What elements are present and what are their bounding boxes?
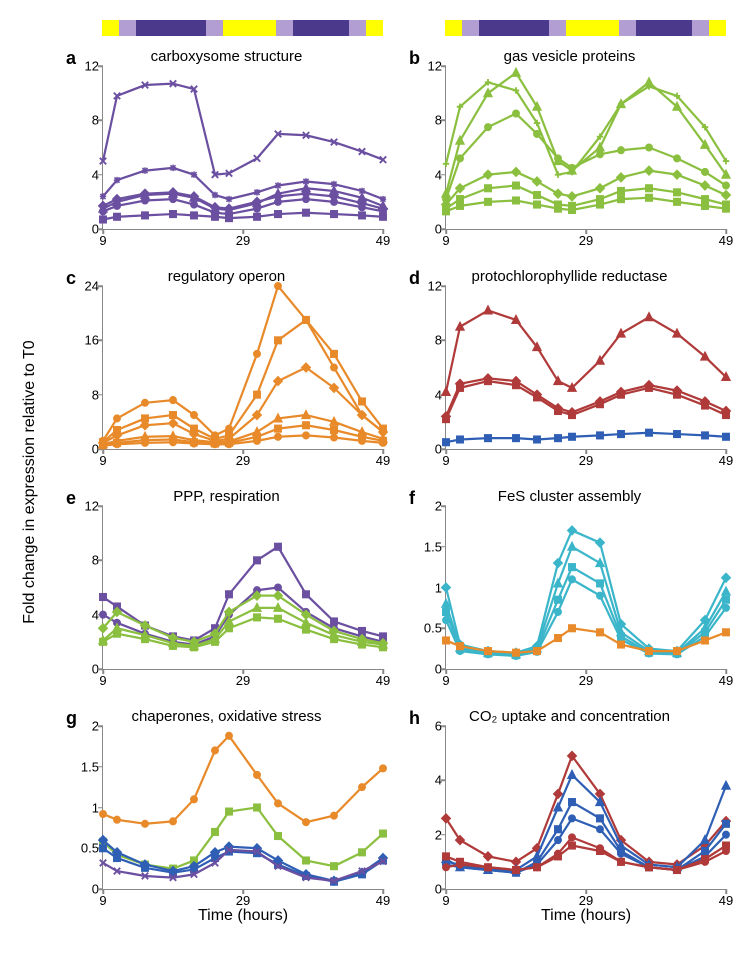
plot-area: 0481292949 <box>102 66 383 230</box>
series-line <box>446 802 726 873</box>
timebar-segment <box>276 20 293 36</box>
xtick-mark <box>585 229 587 234</box>
timebar-segment <box>709 20 726 36</box>
panel-title: chaperones, oxidative stress <box>60 708 393 725</box>
xtick-mark <box>585 889 587 894</box>
xtick-mark <box>382 889 384 894</box>
panel-title: CO₂ uptake and concentration <box>403 708 736 725</box>
chart-svg <box>446 286 726 449</box>
panel-letter: b <box>409 48 420 69</box>
plot-area: 00.511.5292949Time (hours) <box>102 726 383 890</box>
xtick-mark <box>242 229 244 234</box>
figure-grid: Fold change in expression relative to T0… <box>10 20 736 956</box>
panel-d: dprotochlorophyllide reductase0481292949 <box>403 266 736 478</box>
chart-svg <box>103 286 383 449</box>
timebar-segment <box>636 20 692 36</box>
chart-svg <box>103 506 383 669</box>
panel-b: bgas vesicle proteins0481292949 <box>403 46 736 258</box>
timebar-segment <box>619 20 636 36</box>
series-line <box>446 530 726 652</box>
timebar-segment <box>349 20 366 36</box>
xtick-mark <box>725 229 727 234</box>
timebar-segment <box>549 20 566 36</box>
xtick-mark <box>585 449 587 454</box>
xtick-mark <box>242 889 244 894</box>
timebar-segment <box>119 20 136 36</box>
xtick-mark <box>242 449 244 454</box>
panel-f: fFeS cluster assembly00.511.5292949 <box>403 486 736 698</box>
plot-area: 0481292949 <box>445 66 726 230</box>
plot-area: 00.511.5292949 <box>445 506 726 670</box>
series-line <box>446 381 726 419</box>
panel-letter: a <box>66 48 76 69</box>
plot-area: 024692949Time (hours) <box>445 726 726 890</box>
xtick-mark <box>445 229 447 234</box>
panel-letter: e <box>66 488 76 509</box>
plot-area: 0481292949 <box>102 506 383 670</box>
timebar-right <box>403 20 736 38</box>
panel-title: FeS cluster assembly <box>403 488 736 505</box>
xtick-mark <box>382 449 384 454</box>
series-line <box>103 84 383 175</box>
xtick-mark <box>445 449 447 454</box>
xtick-mark <box>445 669 447 674</box>
xtick-mark <box>382 669 384 674</box>
xtick-mark <box>242 669 244 674</box>
chart-svg <box>446 506 726 669</box>
timebar-segment <box>293 20 349 36</box>
chart-svg <box>446 66 726 229</box>
xtick-mark <box>585 669 587 674</box>
timebar-segment <box>206 20 223 36</box>
plot-area: 08162492949 <box>102 286 383 450</box>
timebar-segment <box>479 20 549 36</box>
timebar-segment <box>462 20 479 36</box>
panel-title: regulatory operon <box>60 268 393 285</box>
xtick-mark <box>725 669 727 674</box>
panel-c: cregulatory operon08162492949 <box>60 266 393 478</box>
panel-a: acarboxysome structure0481292949 <box>60 46 393 258</box>
panel-title: carboxysome structure <box>60 48 393 65</box>
plot-area: 0481292949 <box>445 286 726 450</box>
series-line <box>446 547 726 655</box>
chart-svg <box>103 726 383 889</box>
xtick-mark <box>102 449 104 454</box>
panel-title: gas vesicle proteins <box>403 48 736 65</box>
timebar-left <box>60 20 393 38</box>
panel-h: hCO₂ uptake and concentration024692949Ti… <box>403 706 736 918</box>
panel-title: protochlorophyllide reductase <box>403 268 736 285</box>
xtick-mark <box>725 449 727 454</box>
panel-title: PPP, respiration <box>60 488 393 505</box>
timebar-segment <box>566 20 619 36</box>
x-axis-label: Time (hours) <box>103 907 383 925</box>
timebar-segment <box>102 20 119 36</box>
timebar-segment <box>692 20 709 36</box>
x-axis-label: Time (hours) <box>446 907 726 925</box>
xtick-mark <box>382 229 384 234</box>
panel-letter: h <box>409 708 420 729</box>
xtick-mark <box>725 889 727 894</box>
chart-svg <box>446 726 726 889</box>
panel-letter: f <box>409 488 415 509</box>
timebar-segment <box>366 20 383 36</box>
ylabel-cell: Fold change in expression relative to T0 <box>10 46 50 918</box>
panel-e: ePPP, respiration0481292949 <box>60 486 393 698</box>
xtick-mark <box>102 229 104 234</box>
xtick-mark <box>102 889 104 894</box>
panel-letter: g <box>66 708 77 729</box>
panel-g: gchaperones, oxidative stress00.511.5292… <box>60 706 393 918</box>
xtick-mark <box>445 889 447 894</box>
xtick-mark <box>102 669 104 674</box>
panel-letter: d <box>409 268 420 289</box>
panel-letter: c <box>66 268 76 289</box>
timebar-segment <box>445 20 462 36</box>
chart-svg <box>103 66 383 229</box>
timebar-segment <box>136 20 206 36</box>
timebar-segment <box>223 20 276 36</box>
y-axis-label: Fold change in expression relative to T0 <box>21 340 39 623</box>
